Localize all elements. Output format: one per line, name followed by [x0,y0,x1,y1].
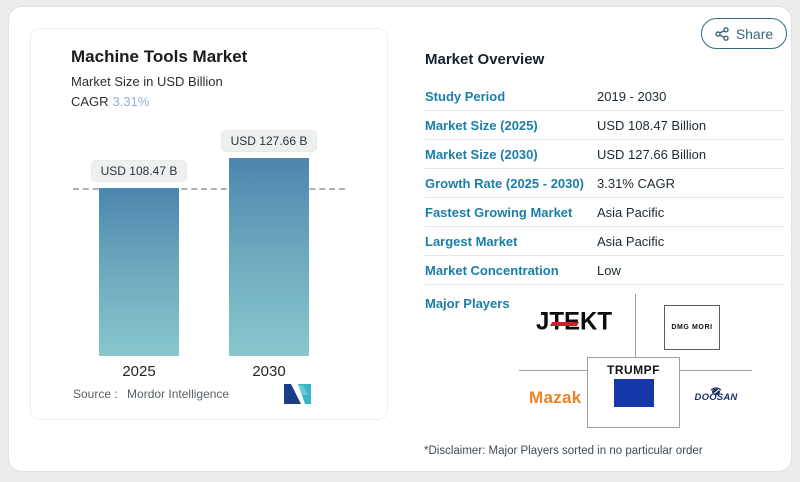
chart-title: Machine Tools Market [71,47,248,66]
grid-divider-horizontal-left [519,370,587,371]
trumpf-logo-text: TRUMPF [607,363,660,377]
doosan-logo-text: DOOSAN [694,392,738,403]
table-row-growth-rate: Growth Rate (2025 - 2030) 3.31% CAGR [425,169,785,198]
table-row-market-concentration: Market Concentration Low [425,256,785,285]
bar-group-2025: USD 108.47 B [91,161,187,356]
bar-group-2030: USD 127.66 B [221,131,317,356]
row-value: Asia Pacific [597,233,665,249]
source-value: Mordor Intelligence [127,387,230,401]
row-value: USD 108.47 Billion [597,117,707,133]
major-players-label: Major Players [425,296,510,311]
overview-heading: Market Overview [425,51,545,68]
table-row-fastest-growing-market: Fastest Growing Market Asia Pacific [425,198,785,227]
row-label: Fastest Growing Market [425,204,573,220]
table-row-market-size-2030: Market Size (2030) USD 127.66 Billion [425,140,785,169]
bar-value-label-2030: USD 127.66 B [221,131,317,151]
trumpf-blue-square-icon [613,379,654,407]
mazak-logo: Mazak [529,388,582,407]
chart-subtitle: Market Size in USD Billion [71,74,223,89]
share-icon [715,26,729,41]
trumpf-logo: TRUMPF [587,363,680,407]
table-row-study-period: Study Period 2019 - 2030 [425,82,785,111]
cagr-label: CAGR [71,94,109,109]
row-label: Market Size (2030) [425,146,538,162]
baseline-dashed-line [73,188,345,190]
row-label: Largest Market [425,233,518,249]
doosan-bird-icon [694,383,738,396]
row-value: USD 127.66 Billion [597,146,707,162]
disclaimer-text: *Disclaimer: Major Players sorted in no … [424,445,703,457]
bar-2030 [229,158,309,356]
doosan-logo: DOOSAN [694,383,738,403]
share-button[interactable]: Share [701,18,787,49]
bar-2025 [99,188,179,356]
row-label: Study Period [425,88,506,104]
table-row-largest-market: Largest Market Asia Pacific [425,227,785,256]
jtekt-logo: JTEKT [531,307,617,336]
chart-cagr: CAGR 3.31% [71,94,149,109]
row-value: 3.31% CAGR [597,175,676,191]
grid-divider-horizontal-right [680,370,752,371]
row-value: Low [597,262,621,278]
dmg-mori-logo-text: DMG MORI [671,324,713,331]
mordor-intelligence-logo-icon [284,383,314,410]
overview-table: Study Period 2019 - 2030 Market Size (20… [425,82,785,285]
row-label: Market Size (2025) [425,117,538,133]
jtekt-red-dash-icon [549,322,580,326]
cagr-value: 3.31% [112,94,150,109]
source-row: Source : Mordor Intelligence [73,387,229,401]
x-axis-label-2030: 2030 [252,363,286,380]
row-label: Growth Rate (2025 - 2030) [425,175,584,191]
chart-panel: Machine Tools Market Market Size in USD … [30,28,388,420]
source-label: Source : [73,387,118,401]
bar-value-label-2025: USD 108.47 B [91,161,187,181]
share-button-label: Share [735,25,774,42]
dmg-mori-logo: DMG MORI [664,305,720,350]
row-label: Market Concentration [425,262,559,278]
row-value: 2019 - 2030 [597,88,667,104]
row-value: Asia Pacific [597,204,665,220]
x-axis-label-2025: 2025 [122,363,156,380]
grid-divider-vertical [635,294,636,357]
table-row-market-size-2025: Market Size (2025) USD 108.47 Billion [425,111,785,140]
